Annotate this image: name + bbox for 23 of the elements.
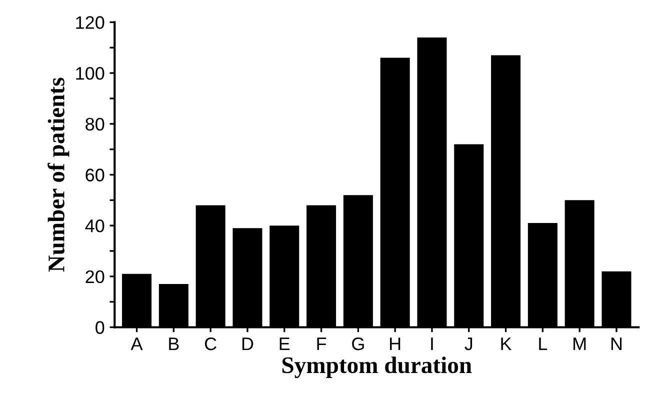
x-tick-label: M	[574, 338, 586, 350]
y-tick-label: 40	[85, 220, 104, 232]
x-tick-label: I	[431, 338, 433, 350]
x-tick-label: E	[280, 338, 290, 350]
y-tick-label: 20	[86, 270, 104, 284]
x-tick-label: N	[611, 338, 622, 350]
x-axis-title: Symptom duration	[282, 356, 472, 378]
x-tick-label: L	[539, 338, 548, 350]
x-tick-label: C	[204, 337, 216, 350]
y-tick-label: 120	[76, 16, 104, 29]
x-tick-label: F	[317, 338, 326, 350]
x-tick-label: J	[464, 338, 472, 350]
x-tick-label: K	[501, 338, 512, 350]
y-tick-label: 60	[86, 168, 104, 182]
x-tick-label: D	[242, 338, 254, 350]
x-tick-label: A	[130, 338, 143, 350]
x-tick-label: G	[352, 337, 364, 350]
x-tick-label: B	[169, 338, 179, 350]
x-tick-label: H	[390, 338, 400, 350]
y-tick-label: 80	[86, 118, 104, 131]
y-axis-title: Number of patients	[48, 78, 70, 272]
y-tick-label: 0	[96, 321, 104, 334]
y-tick-label: 100	[76, 66, 104, 80]
